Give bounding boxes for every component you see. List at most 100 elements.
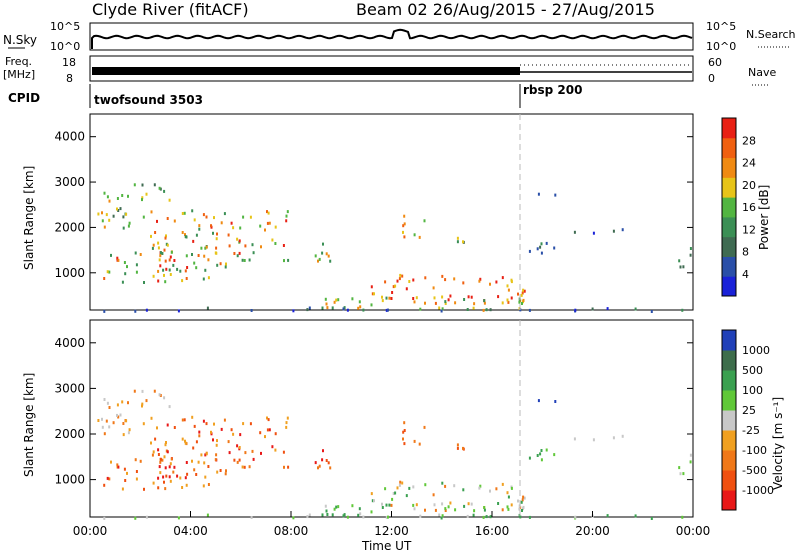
velocity-echo-cell — [351, 504, 354, 508]
power-echo-cell — [168, 268, 171, 272]
power-echo-cell — [134, 251, 137, 255]
power-echo-cell — [370, 285, 373, 289]
power-echo-cell — [408, 280, 411, 283]
velocity-echo-cell — [135, 477, 138, 481]
velocity-echo-cell — [166, 423, 169, 427]
y-tick-label: 1000 — [54, 473, 85, 487]
power-echo-cell — [192, 239, 195, 243]
velocity-echo-cell — [244, 451, 247, 455]
x-tick-label: 00:00 — [73, 524, 108, 538]
power-echo-cell — [164, 259, 167, 263]
power-echo-cell — [97, 212, 100, 216]
power-echo-cell — [108, 218, 111, 222]
power-echo-cell — [238, 251, 241, 255]
power-echo-cell — [216, 263, 219, 267]
power-echo-cell — [384, 280, 387, 284]
power-echo-cell — [110, 253, 112, 257]
colorbar-tick-label: 1000 — [742, 344, 770, 357]
power-echo-cell — [501, 276, 504, 280]
velocity-echo-cell — [462, 446, 464, 450]
velocity-echo-cell — [207, 465, 210, 468]
velocity-echo-cell — [241, 465, 244, 469]
velocity-echo-cell — [185, 461, 188, 464]
power-echo-cell — [207, 258, 210, 262]
velocity-echo-cell — [373, 499, 375, 503]
velocity-echo-cell — [236, 444, 239, 448]
power-echo-cell — [214, 251, 217, 255]
power-echo-cell — [483, 299, 486, 303]
velocity-echo-cell — [385, 503, 388, 507]
power-echo-cell — [198, 227, 201, 231]
velocity-echo-cell — [106, 476, 109, 480]
velocity-echo-cell — [381, 502, 383, 506]
power-echo-cell — [228, 244, 231, 248]
power-echo-cell — [139, 253, 142, 256]
velocity-echo-cell — [412, 485, 415, 489]
power-echo-cell — [485, 308, 488, 312]
velocity-echo-cell — [191, 459, 193, 463]
sky-panel-frame — [89, 22, 694, 51]
velocity-echo-cell — [108, 425, 111, 429]
power-echo-cell — [507, 300, 510, 304]
power-echo-cell — [689, 247, 692, 250]
power-echo-cell — [444, 300, 447, 304]
velocity-echo-cell — [204, 453, 207, 457]
power-echo-cell — [181, 212, 184, 215]
power-echo-cell — [205, 215, 208, 219]
power-echo-cell — [444, 302, 447, 305]
power-echo-cell — [157, 246, 160, 250]
power-echo-cell — [165, 234, 167, 238]
velocity-echo-cell — [204, 475, 207, 479]
velocity-echo-cells — [97, 389, 692, 520]
power-echo-cell — [373, 292, 375, 296]
velocity-echo-cell — [408, 486, 411, 490]
nave-tick-top: 60 — [708, 56, 722, 69]
velocity-echo-cell — [152, 450, 155, 454]
velocity-echo-cell — [108, 477, 111, 481]
power-echo-cell — [241, 258, 244, 262]
power-echo-cell — [123, 261, 126, 264]
nsearch-label: N.Search — [746, 28, 796, 41]
power-echo-cell — [441, 274, 444, 278]
power-echo-cell — [153, 183, 156, 187]
velocity-echo-cell — [381, 506, 384, 509]
velocity-echo-cell — [419, 514, 422, 518]
power-echo-cell — [145, 308, 148, 312]
velocity-echo-cell — [169, 462, 172, 466]
freq-panel-frame — [89, 55, 694, 82]
freq-nave-panel: Freq. [MHz] 18 8 60 0 Nave — [3, 55, 776, 86]
velocity-echo-cell — [97, 419, 100, 422]
cpid-segment-rbsp: rbsp 200 — [523, 83, 582, 97]
power-echo-cell — [150, 234, 152, 238]
colorbar-swatch — [722, 137, 736, 159]
velocity-echo-cell — [317, 466, 319, 470]
power-echo-cell — [520, 293, 523, 297]
velocity-echo-cell — [168, 405, 171, 409]
velocity-echo-cell — [170, 457, 173, 461]
velocity-echo-cell — [390, 503, 393, 507]
velocity-echo-cell — [117, 465, 120, 469]
colorbar-swatch — [722, 197, 736, 218]
power-echo-cell — [398, 277, 401, 281]
velocity-echo-cell — [212, 438, 214, 442]
velocity-echo-cell — [184, 441, 187, 445]
power-echo-cell — [412, 297, 415, 300]
power-echo-cell — [497, 295, 500, 299]
power-echo-cell — [181, 231, 184, 234]
velocity-echo-cell — [357, 513, 360, 517]
beam-date-title: Beam 02 26/Aug/2015 - 27/Aug/2015 — [356, 0, 655, 19]
velocity-echo-cell — [537, 399, 540, 403]
velocity-echo-cell — [228, 451, 231, 455]
velocity-echo-cell — [242, 422, 245, 426]
freq-bar-twofsound — [92, 67, 520, 75]
velocity-echo-cell — [202, 484, 205, 488]
velocity-echo-cell — [195, 473, 198, 476]
velocity-echo-cell — [536, 454, 539, 457]
velocity-echo-cell — [264, 435, 266, 439]
sky-left-tick-top: 10^5 — [50, 20, 80, 33]
velocity-echo-cell — [403, 442, 406, 446]
freq-label: Freq. — [5, 55, 32, 68]
velocity-echo-cell — [184, 476, 187, 480]
power-echo-cell — [326, 306, 329, 310]
velocity-echo-cell — [388, 503, 391, 507]
